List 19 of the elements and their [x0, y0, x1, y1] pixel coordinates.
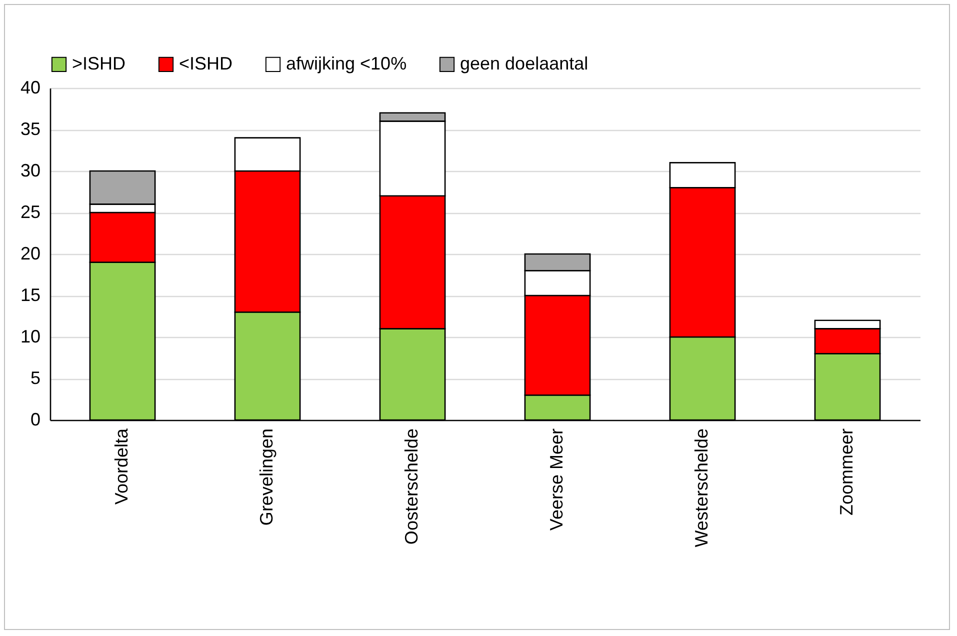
- y-tick-label: 0: [30, 410, 40, 430]
- legend-label: <ISHD: [179, 53, 233, 74]
- y-tick-label: 40: [20, 78, 40, 98]
- y-tick-label: 25: [20, 202, 40, 222]
- y-tick-label: 10: [20, 326, 40, 346]
- legend-label: geen doelaantal: [460, 53, 588, 74]
- x-tick-label: Zoommeer: [836, 428, 856, 516]
- x-tick-label: Westerschelde: [692, 428, 712, 548]
- y-tick-label: 30: [20, 160, 40, 180]
- y-tick-label: 35: [20, 119, 40, 139]
- y-tick-label: 15: [20, 285, 40, 305]
- y-tick-label: 5: [30, 368, 40, 388]
- legend-label: afwijking <10%: [286, 53, 407, 74]
- legend-label: >ISHD: [72, 53, 126, 74]
- x-tick-label: Voordelta: [112, 428, 132, 505]
- x-tick-label: Oosterschelde: [402, 428, 422, 545]
- x-tick-label: Grevelingen: [256, 428, 276, 526]
- y-tick-label: 20: [20, 244, 40, 264]
- x-tick-label: Veerse Meer: [546, 428, 566, 531]
